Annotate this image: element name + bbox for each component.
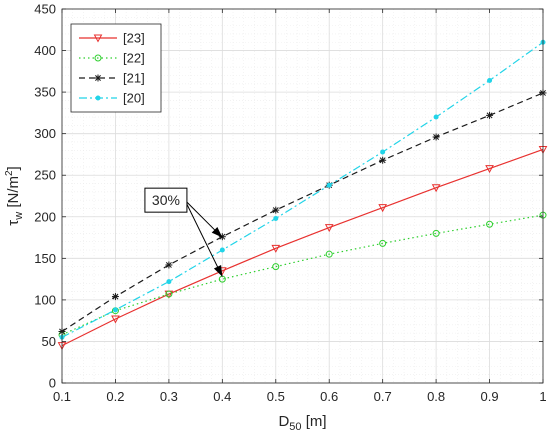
y-tick-label: 400: [34, 43, 56, 58]
series-4-point: [166, 279, 172, 285]
series-3-point: [165, 261, 173, 269]
series-2-point: [165, 290, 173, 298]
series-2-point: [272, 263, 280, 271]
y-tick-label: 250: [34, 168, 56, 183]
y-tick-label: 0: [49, 376, 56, 391]
x-tick-label: 0.3: [160, 389, 178, 404]
series-4-point: [326, 182, 332, 188]
legend: [23] [22] [21] [20]: [70, 23, 162, 113]
x-tick-label: 0.9: [481, 389, 499, 404]
legend-label-3: [21]: [123, 71, 145, 86]
series-1-point: [111, 315, 120, 324]
x-tick-label: 0.2: [106, 389, 124, 404]
y-tick-label: 450: [34, 2, 56, 17]
annotation-arrowhead-2: [213, 264, 223, 277]
series-1-point: [431, 184, 441, 193]
axis-ticks: 0.1 0.2 0.3 0.4 0.5 0.6 0.7 0.8 0.9 1 0 50 100 150 200…: [34, 2, 546, 405]
x-tick-label: 0.4: [213, 389, 231, 404]
series-1-point: [324, 224, 334, 233]
series-3-point: [272, 206, 280, 214]
x-tick-label: 0.5: [267, 389, 285, 404]
x-axis-label-unit: [m]: [302, 413, 327, 430]
series-line-3: [61, 92, 544, 332]
series-4-point: [112, 307, 118, 313]
y-axis-label-unit-post: ]: [5, 166, 22, 170]
legend-label-1: [23]: [123, 31, 145, 46]
series-3-point: [111, 293, 119, 301]
x-axis-label-sub: 50: [289, 421, 301, 433]
series-4-point: [487, 77, 493, 83]
y-axis-label: τw [N/m2]: [4, 166, 25, 225]
legend-box: [70, 23, 162, 113]
y-axis-label-unit-pre: [N/m: [5, 176, 22, 212]
legend-marker-2: [94, 54, 102, 62]
series-2-point: [379, 239, 387, 247]
x-tick-label: 0.1: [53, 389, 71, 404]
series-4-point: [380, 149, 386, 155]
plot-frame: [61, 8, 544, 384]
series-1-point: [271, 244, 281, 253]
legend-marker-4: [95, 95, 101, 101]
series-2-point: [486, 220, 494, 228]
legend-marker-3: [94, 74, 102, 82]
y-tick-label: 350: [34, 85, 56, 100]
series-line-1: [61, 148, 544, 347]
annotation-text: 30%: [152, 192, 180, 208]
x-axis-label-main: D: [278, 413, 289, 430]
y-tick-label: 150: [34, 251, 56, 266]
y-tick-label: 100: [34, 292, 56, 307]
series-2-point: [432, 229, 440, 237]
series-4-point: [433, 114, 439, 120]
y-tick-label: 200: [34, 209, 56, 224]
series-1-point: [378, 204, 388, 213]
series-1-point: [485, 165, 494, 174]
series-4-point: [219, 247, 225, 253]
x-tick-label: 0.6: [320, 389, 338, 404]
annotation-arrowhead-1: [211, 226, 223, 238]
y-axis-label-unit-sup: 2: [4, 170, 15, 176]
x-axis-label: D50 [m]: [278, 413, 326, 433]
annotation-arrow-2: [184, 199, 223, 277]
minor-grid: [62, 9, 543, 383]
x-tick-label: 1: [539, 389, 546, 404]
legend-marker-1: [93, 34, 103, 43]
y-tick-label: 300: [34, 126, 56, 141]
legend-label-2: [22]: [123, 51, 145, 66]
legend-label-4: [20]: [123, 91, 145, 106]
annotation-box: [144, 187, 188, 213]
series-4-point: [273, 215, 279, 221]
series-line-4: [61, 41, 544, 338]
annotation: 30%: [144, 187, 223, 277]
series-3-point: [486, 111, 494, 119]
series-line-2: [61, 214, 544, 336]
y-axis-label-sub: w: [13, 212, 25, 221]
series-3-point: [379, 156, 387, 164]
y-axis-label-main: τ: [5, 220, 22, 226]
y-tick-label: 50: [42, 334, 56, 349]
series-3-point: [432, 133, 440, 141]
x-tick-label: 0.7: [374, 389, 392, 404]
x-tick-label: 0.8: [427, 389, 445, 404]
series-2-point: [325, 250, 333, 258]
